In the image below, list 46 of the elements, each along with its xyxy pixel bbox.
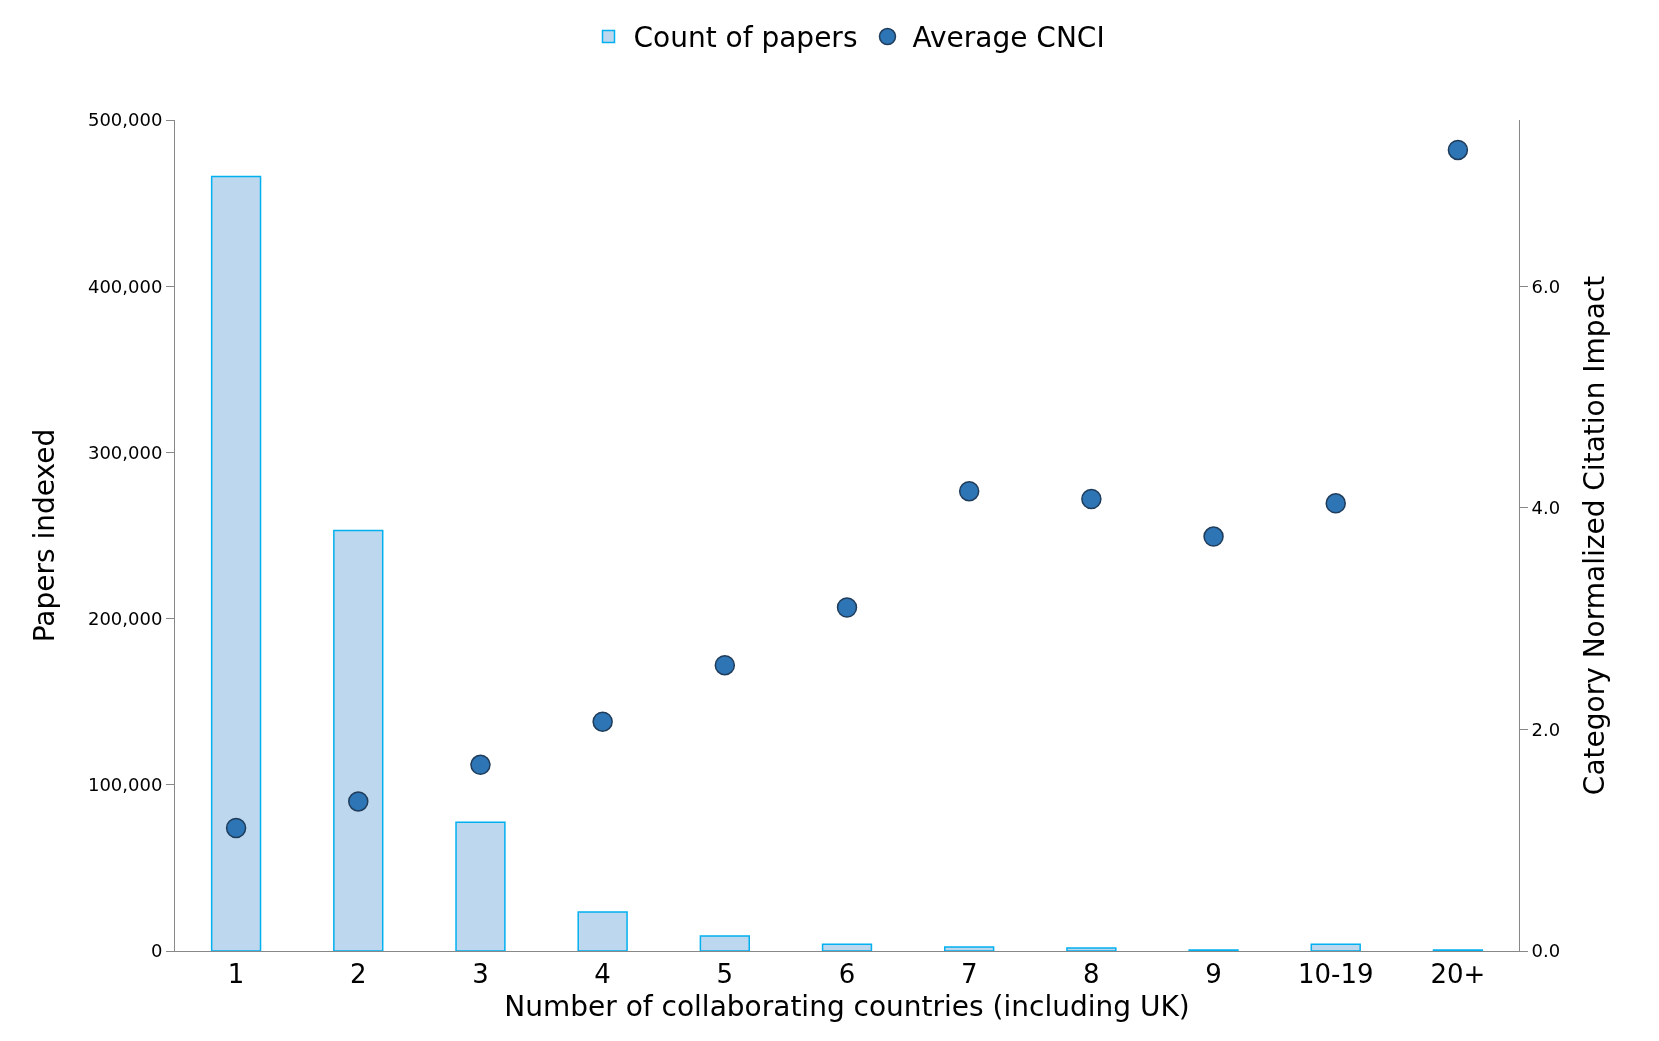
bar — [821, 943, 873, 951]
bar — [944, 946, 995, 951]
legend-label: Count of papers — [633, 21, 858, 55]
bar — [333, 529, 384, 951]
y-tick-label: 400,000 — [87, 275, 163, 297]
y2-tick-label: 4.0 — [1531, 497, 1561, 519]
bar — [210, 175, 262, 951]
y-axis-title: Papers indexed — [27, 428, 61, 643]
point — [1081, 488, 1102, 510]
x-tick-label: 3 — [472, 959, 489, 990]
x-tick-label: 2 — [350, 959, 367, 990]
bar — [1310, 943, 1361, 951]
y-tick-label: 500,000 — [87, 109, 163, 131]
y2-tick-label: 2.0 — [1531, 718, 1561, 740]
y-tick-label: 0 — [150, 940, 163, 962]
x-axis-title: Number of collaborating countries (including UK) — [504, 990, 1190, 1024]
point — [592, 711, 613, 732]
y2-axis-title: Category Normalized Citation Impact — [1578, 275, 1612, 796]
point — [836, 597, 858, 618]
x-tick-label: 20+ — [1430, 959, 1486, 990]
x-tick-label: 4 — [594, 959, 611, 990]
bar — [577, 911, 628, 951]
bar — [699, 935, 750, 951]
point — [714, 654, 736, 676]
legend-label: Average CNCI — [912, 21, 1105, 55]
y-tick-label: 200,000 — [87, 607, 163, 629]
x-tick-label: 5 — [716, 959, 734, 990]
x-tick-label: 10-19 — [1297, 959, 1374, 990]
point — [225, 817, 247, 839]
point — [1447, 139, 1469, 161]
point — [1203, 526, 1224, 547]
x-tick-label: 9 — [1205, 959, 1222, 990]
x-tick-label: 6 — [838, 959, 856, 990]
point — [470, 754, 491, 776]
y2-tick-label: 0.0 — [1531, 940, 1561, 962]
y-tick-label: 100,000 — [87, 774, 163, 796]
bar — [1066, 947, 1117, 951]
x-tick-label: 1 — [227, 959, 245, 990]
bar — [455, 821, 506, 951]
y2-tick-label: 6.0 — [1531, 275, 1561, 297]
point — [348, 791, 369, 812]
x-tick-label: 8 — [1083, 959, 1100, 990]
y-tick-label: 300,000 — [87, 441, 163, 463]
x-tick-label: 7 — [960, 959, 978, 990]
point — [1325, 493, 1346, 514]
point — [958, 480, 980, 502]
